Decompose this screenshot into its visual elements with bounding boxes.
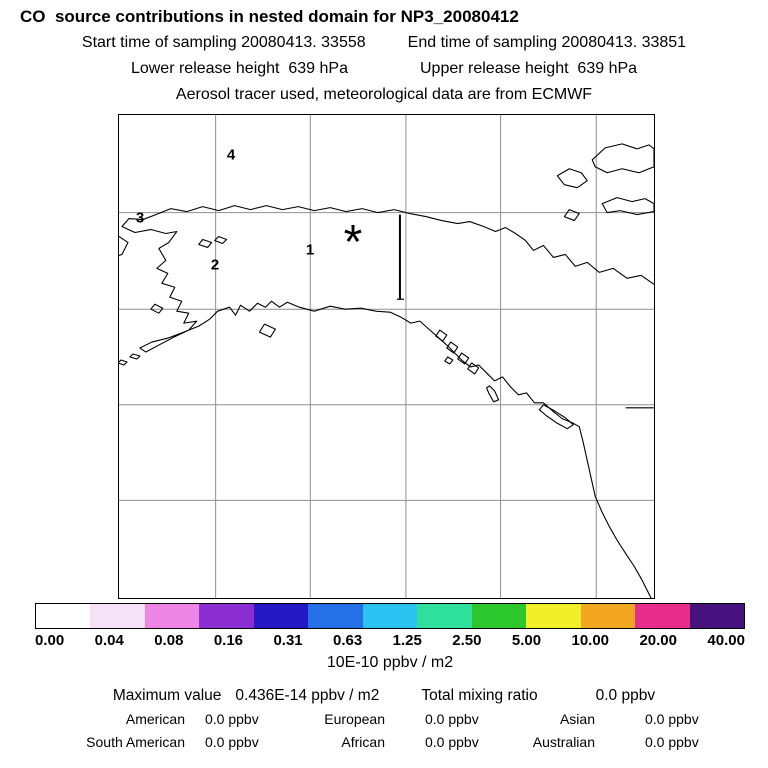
sampling-location-marker: * bbox=[343, 215, 363, 269]
colorbar-tick-label: 10.00 bbox=[571, 632, 610, 649]
colorbar-tick-label: 2.50 bbox=[452, 632, 482, 649]
map-graphics bbox=[119, 115, 654, 598]
map-panel: 1 2 3 4 * bbox=[118, 114, 655, 599]
small-island bbox=[214, 235, 228, 245]
total-mixing-ratio-label: Total mixing ratio bbox=[421, 687, 538, 704]
release-height-line: Lower release height 639 hPa Upper relea… bbox=[0, 60, 768, 78]
st-lawrence-island bbox=[198, 238, 213, 248]
colorbar bbox=[35, 603, 745, 629]
colorbar-segment bbox=[526, 604, 581, 628]
contribution-region: European bbox=[324, 711, 385, 727]
panhandle-island-2 bbox=[446, 341, 459, 354]
colorbar-segment bbox=[471, 604, 527, 628]
sampling-start-text: Start time of sampling 20080413. 33558 bbox=[81, 34, 366, 51]
russia-coast-fragment bbox=[119, 235, 129, 256]
colorbar-tick-label: 5.00 bbox=[511, 632, 542, 649]
contribution-value: 0.0 ppbv bbox=[645, 734, 699, 750]
contribution-region: Australian bbox=[532, 734, 595, 750]
colorbar-tick-label: 40.00 bbox=[707, 632, 745, 649]
vancouver-island bbox=[538, 404, 574, 430]
colorbar-segment bbox=[417, 604, 472, 628]
colorbar-tick-label: 0.08 bbox=[154, 632, 184, 649]
sampling-time-line: Start time of sampling 20080413. 33558 E… bbox=[0, 34, 768, 52]
release-point-label-3: 3 bbox=[135, 209, 145, 227]
gulf-island bbox=[563, 209, 580, 222]
arctic-island-c bbox=[601, 197, 654, 216]
colorbar-segment bbox=[144, 604, 200, 628]
colorbar-segment bbox=[689, 604, 745, 628]
colorbar-tick-label: 20.00 bbox=[639, 632, 677, 649]
colorbar-segment bbox=[635, 604, 690, 628]
colorbar-tick-label: 0.31 bbox=[273, 632, 303, 649]
colorbar-tick-label: 0.63 bbox=[333, 632, 363, 649]
contribution-value: 0.0 ppbv bbox=[425, 734, 479, 750]
tracer-info-text: Aerosol tracer used, meteorological data… bbox=[175, 86, 593, 103]
contribution-region: South American bbox=[86, 734, 185, 750]
panhandle-island-5 bbox=[444, 356, 454, 365]
panhandle-island-3 bbox=[457, 352, 470, 365]
contribution-region: African bbox=[341, 734, 385, 750]
colorbar-segment bbox=[308, 604, 363, 628]
maximum-value: 0.436E-14 ppbv / m2 bbox=[235, 687, 380, 704]
colorbar-tick-label: 0.04 bbox=[94, 632, 124, 649]
grid-lines bbox=[119, 115, 654, 598]
maximum-value-label: Maximum value bbox=[112, 687, 222, 704]
nunivak-island bbox=[150, 303, 164, 314]
panhandle-island-4 bbox=[467, 362, 480, 375]
political-border bbox=[396, 214, 404, 300]
total-mixing-ratio-value: 0.0 ppbv bbox=[595, 687, 656, 704]
contribution-region: American bbox=[125, 711, 185, 727]
colorbar-segment bbox=[580, 604, 636, 628]
contribution-value: 0.0 ppbv bbox=[205, 711, 259, 727]
stats-summary-row: Maximum value 0.436E-14 ppbv / m2 Total … bbox=[0, 687, 768, 705]
contribution-value: 0.0 ppbv bbox=[645, 711, 699, 727]
colorbar-tick-label: 0.16 bbox=[213, 632, 244, 649]
colorbar-units: 10E-10 ppbv / m2 bbox=[326, 654, 454, 671]
contribution-region: Asian bbox=[559, 711, 595, 727]
colorbar-segment bbox=[36, 604, 91, 628]
colorbar-segment bbox=[199, 604, 254, 628]
arctic-island-b bbox=[556, 168, 588, 189]
contribution-value: 0.0 ppbv bbox=[205, 734, 259, 750]
colorbar-segment bbox=[362, 604, 418, 628]
colorbar-block: 0.00 0.04 0.08 0.16 0.31 0.63 1.25 2.50 … bbox=[35, 603, 745, 672]
haida-gwaii-island bbox=[486, 385, 500, 403]
release-point-label-1: 1 bbox=[305, 241, 315, 259]
coastline bbox=[119, 143, 654, 598]
contribution-value: 0.0 ppbv bbox=[425, 711, 479, 727]
lower-release-text: Lower release height 639 hPa bbox=[130, 60, 348, 77]
colorbar-segment bbox=[253, 604, 309, 628]
colorbar-tick-label: 1.25 bbox=[392, 632, 422, 649]
arctic-island-a bbox=[591, 143, 654, 174]
tracer-info-line: Aerosol tracer used, meteorological data… bbox=[0, 86, 768, 104]
kodiak-island bbox=[258, 323, 276, 338]
colorbar-tick-labels: 0.00 0.04 0.08 0.16 0.31 0.63 1.25 2.50 … bbox=[35, 632, 745, 649]
upper-release-text: Upper release height 639 hPa bbox=[420, 60, 638, 77]
plot-title: CO source contributions in nested domain… bbox=[20, 7, 519, 26]
aleutian-island-1 bbox=[129, 353, 141, 360]
contributions-table: American 0.0 ppbv European 0.0 ppbv Asia… bbox=[34, 711, 725, 750]
sampling-end-text: End time of sampling 20080413. 33851 bbox=[407, 34, 687, 51]
north-coast bbox=[155, 205, 654, 285]
release-point-label-4: 4 bbox=[226, 146, 236, 164]
aleutian-island-2 bbox=[119, 359, 128, 366]
colorbar-tick-label: 0.00 bbox=[35, 632, 65, 649]
release-point-label-2: 2 bbox=[210, 256, 220, 274]
panhandle-island-1 bbox=[435, 329, 448, 342]
west-south-coast bbox=[121, 214, 652, 598]
colorbar-segment bbox=[90, 604, 145, 628]
